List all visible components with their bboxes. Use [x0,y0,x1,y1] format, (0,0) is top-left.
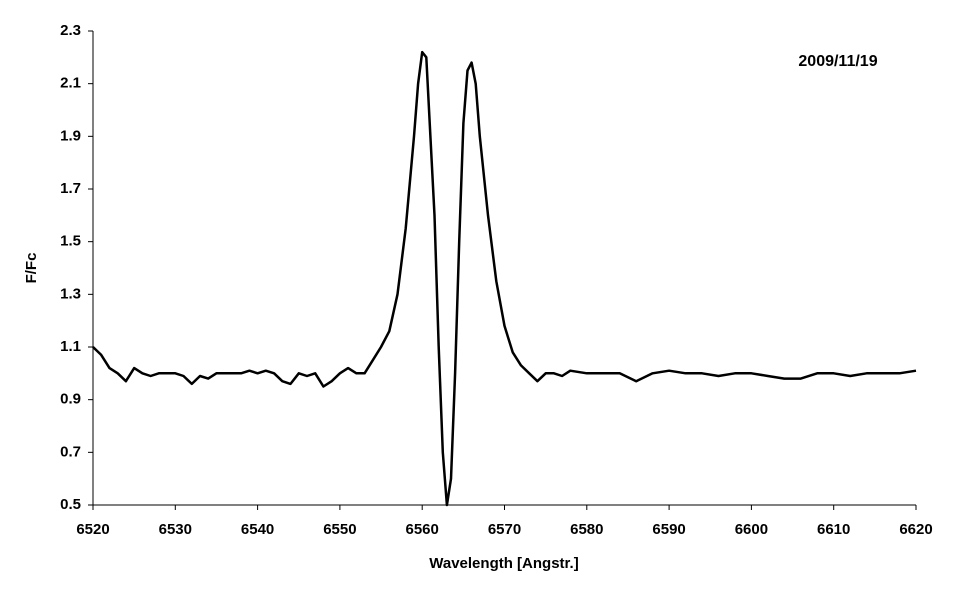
y-tick-label: 0.7 [60,443,81,460]
y-tick-label: 1.7 [60,180,81,197]
y-tick-label: 1.5 [60,233,81,250]
x-tick-label: 6540 [241,521,274,538]
y-tick-label: 1.3 [60,285,81,302]
annotation: 2009/11/19 [798,53,877,70]
y-tick-label: 1.1 [60,338,81,355]
y-axis-label: F/Fc [23,253,40,284]
x-axis-label: Wavelength [Angstr.] [429,555,578,572]
spectrum-line [92,50,917,507]
y-tick-label: 2.1 [60,75,81,92]
y-tick-label: 0.5 [60,496,81,513]
x-tick-label: 6580 [570,521,603,538]
x-tick-label: 6520 [76,521,109,538]
y-tick-label: 1.9 [60,127,81,144]
y-tick-label: 2.3 [60,22,81,39]
x-tick-label: 6570 [488,521,521,538]
y-tick-label: 0.9 [60,391,81,408]
x-tick-label: 6590 [652,521,685,538]
x-tick-label: 6530 [159,521,192,538]
x-tick-label: 6600 [735,521,768,538]
x-tick-label: 6550 [323,521,356,538]
x-tick-label: 6620 [899,521,932,538]
x-tick-label: 6610 [817,521,850,538]
x-tick-label: 6560 [406,521,439,538]
